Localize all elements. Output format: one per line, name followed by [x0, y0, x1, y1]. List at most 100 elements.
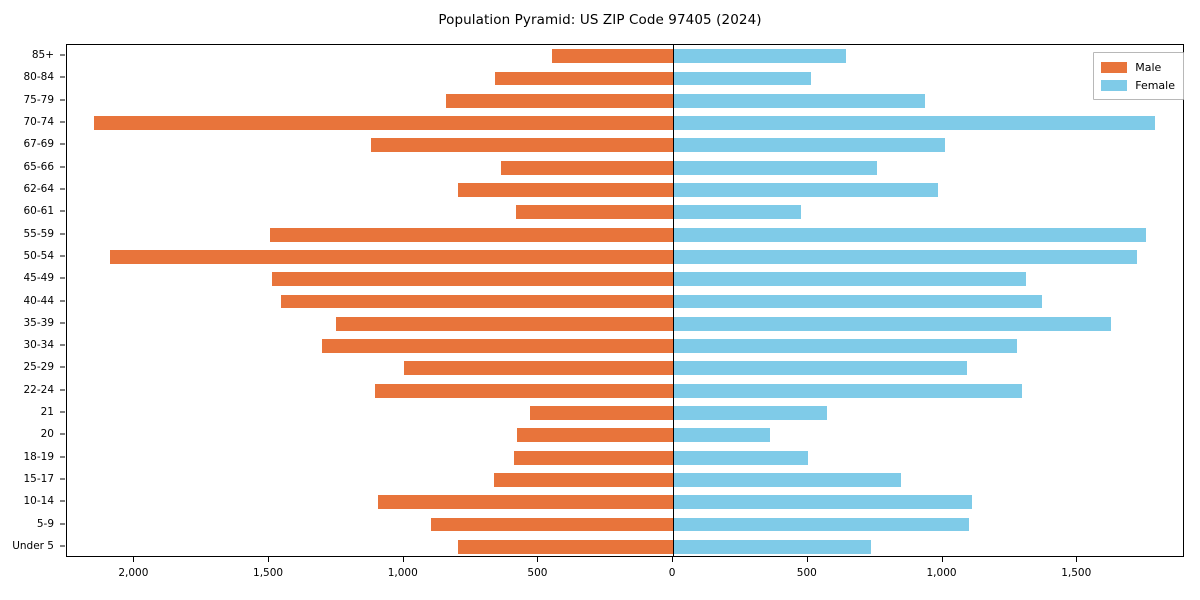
bar-male	[371, 138, 674, 153]
chart-title: Population Pyramid: US ZIP Code 97405 (2…	[438, 12, 762, 28]
y-tick-mark	[60, 277, 65, 279]
y-tick-label: 25-29	[23, 361, 54, 374]
y-tick-mark	[60, 233, 65, 235]
y-tick-mark	[60, 76, 65, 78]
bar-row	[67, 450, 1183, 465]
y-tick-mark	[60, 456, 65, 458]
y-tick-label: 85+	[31, 49, 54, 62]
bar-row	[67, 539, 1183, 554]
y-tick-mark	[60, 523, 65, 525]
y-tick-label: 65-66	[23, 160, 54, 173]
y-tick-mark	[60, 389, 65, 391]
bar-row	[67, 49, 1183, 64]
bar-row	[67, 93, 1183, 108]
y-tick-label: 67-69	[23, 138, 54, 151]
y-tick-mark	[60, 433, 65, 435]
legend-item-male[interactable]: Male	[1101, 58, 1175, 76]
bar-female	[673, 539, 872, 554]
y-tick-mark	[60, 166, 65, 168]
bar-male	[430, 517, 674, 532]
bar-male	[271, 272, 674, 287]
x-tick-mark	[941, 557, 943, 562]
legend-label: Female	[1135, 78, 1175, 92]
bar-male	[495, 71, 674, 86]
bar-row	[67, 116, 1183, 130]
y-tick-mark	[60, 188, 65, 190]
bar-male	[270, 227, 674, 242]
x-tick-label: 1,000	[926, 567, 957, 579]
bar-female	[673, 71, 811, 86]
y-tick-mark	[60, 255, 65, 257]
plot-area	[66, 44, 1184, 557]
bar-female	[673, 339, 1017, 354]
bar-male	[93, 116, 674, 130]
x-tick-mark	[672, 557, 674, 562]
legend-item-female[interactable]: Female	[1101, 76, 1175, 94]
bar-male	[403, 361, 674, 376]
bar-row	[67, 205, 1183, 220]
bar-female	[673, 450, 808, 465]
bar-female	[673, 428, 771, 443]
bar-row	[67, 272, 1183, 287]
bar-female	[673, 316, 1111, 331]
bar-row	[67, 294, 1183, 309]
y-tick-mark	[60, 54, 65, 56]
x-tick-label: 500	[796, 567, 817, 579]
y-axis: 85+ 80-84 75-79 70-74 67-69 65-66 62-64 60-61 55…	[0, 44, 65, 557]
y-tick-mark	[60, 478, 65, 480]
chart-legend: Male Female	[1093, 52, 1184, 100]
y-tick-mark	[60, 99, 65, 101]
y-tick-label: 18-19	[23, 450, 54, 463]
bars-layer	[67, 45, 1183, 556]
bar-female	[673, 160, 877, 175]
y-tick-mark	[60, 143, 65, 145]
y-tick-label: 55-59	[23, 227, 54, 240]
bar-row	[67, 138, 1183, 153]
y-tick-label: 20	[40, 428, 54, 441]
bar-row	[67, 227, 1183, 242]
y-tick-mark	[60, 411, 65, 413]
bar-male	[457, 539, 674, 554]
bar-female	[673, 517, 970, 532]
x-tick-mark	[537, 557, 539, 562]
bar-row	[67, 473, 1183, 487]
bar-row	[67, 361, 1183, 376]
bar-female	[673, 183, 939, 197]
x-axis: 2,000 1,500 1,000 500 0 500 1,000 1,500	[0, 557, 1200, 597]
bar-male	[530, 406, 674, 420]
bar-male	[514, 450, 674, 465]
bar-row	[67, 383, 1183, 398]
x-tick-mark	[1076, 557, 1078, 562]
y-tick-label: 21	[40, 406, 54, 419]
bar-row	[67, 339, 1183, 354]
y-tick-mark	[60, 344, 65, 346]
bar-row	[67, 249, 1183, 264]
bar-female	[673, 406, 827, 420]
x-tick-mark	[268, 557, 270, 562]
bar-female	[673, 205, 802, 220]
y-tick-mark	[60, 366, 65, 368]
bar-female	[673, 227, 1146, 242]
bar-male	[378, 495, 674, 510]
y-tick-label: 60-61	[23, 205, 54, 218]
y-tick-label: 70-74	[23, 116, 54, 129]
y-tick-label: 75-79	[23, 93, 54, 106]
bar-male	[110, 249, 674, 264]
y-tick-mark	[60, 210, 65, 212]
legend-swatch-icon	[1101, 61, 1128, 73]
bar-male	[493, 473, 674, 487]
bar-female	[673, 49, 847, 64]
x-tick-label: 1,500	[1061, 567, 1092, 579]
y-tick-label: Under 5	[12, 539, 54, 552]
bar-row	[67, 183, 1183, 197]
legend-label: Male	[1135, 60, 1162, 74]
bar-female	[673, 495, 973, 510]
x-tick-mark	[402, 557, 404, 562]
bar-row	[67, 428, 1183, 443]
bar-female	[673, 294, 1043, 309]
y-tick-label: 50-54	[23, 249, 54, 262]
bar-male	[336, 316, 674, 331]
legend-swatch-icon	[1101, 79, 1128, 91]
x-tick-label: 0	[668, 567, 676, 579]
